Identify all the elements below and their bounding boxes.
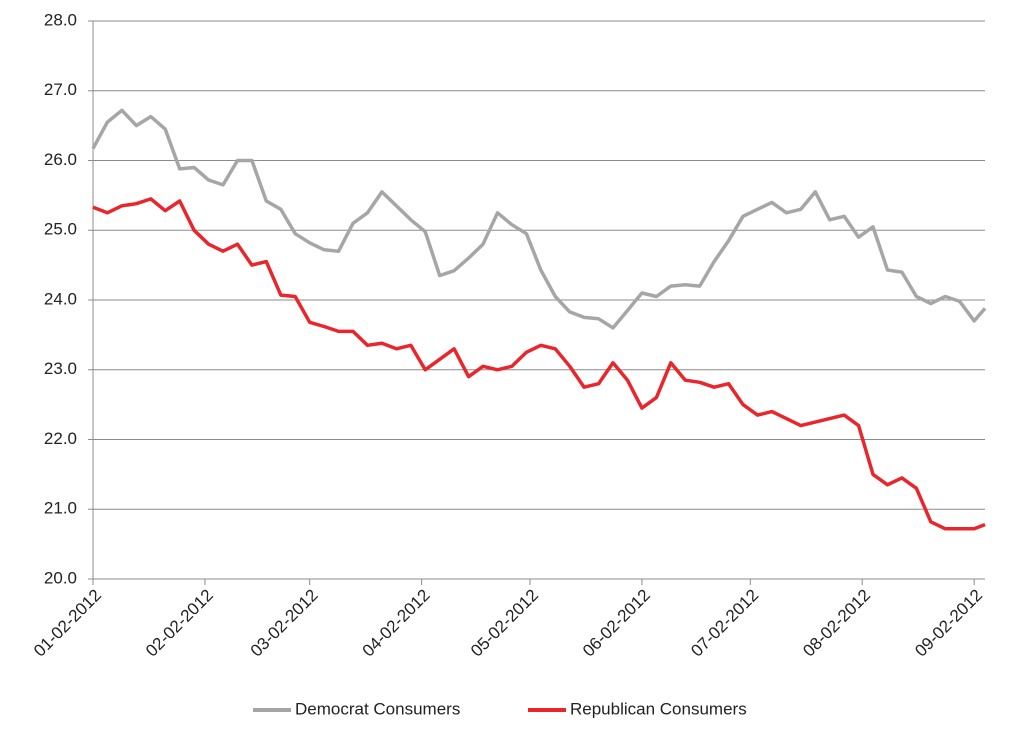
y-tick-label: 20.0 xyxy=(44,568,77,587)
y-tick-label: 22.0 xyxy=(44,429,77,448)
x-tick-label: 05-02-2012 xyxy=(467,586,542,661)
y-tick-label: 26.0 xyxy=(44,150,77,169)
x-tick-label: 01-02-2012 xyxy=(30,586,105,661)
y-tick-label: 24.0 xyxy=(44,289,77,308)
legend-label: Republican Consumers xyxy=(570,699,747,718)
x-tick-label: 03-02-2012 xyxy=(247,586,322,661)
series-line xyxy=(91,108,987,330)
legend-label: Democrat Consumers xyxy=(295,699,460,718)
y-tick-label: 25.0 xyxy=(44,220,77,239)
x-tick-label: 07-02-2012 xyxy=(687,586,762,661)
y-tick-label: 21.0 xyxy=(44,499,77,518)
x-tick-label: 06-02-2012 xyxy=(579,586,654,661)
x-tick-label: 09-02-2012 xyxy=(911,586,986,661)
y-tick-label: 23.0 xyxy=(44,359,77,378)
x-tick-label: 04-02-2012 xyxy=(359,586,434,661)
y-tick-label: 28.0 xyxy=(44,10,77,29)
y-tick-label: 27.0 xyxy=(44,80,77,99)
series-line xyxy=(92,197,986,531)
x-tick-label: 02-02-2012 xyxy=(142,586,217,661)
x-tick-label: 08-02-2012 xyxy=(799,586,874,661)
